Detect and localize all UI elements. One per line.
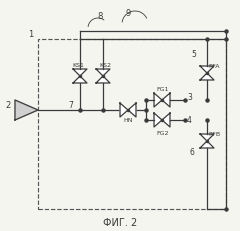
Text: 9: 9 bbox=[126, 9, 131, 18]
Text: 2: 2 bbox=[5, 101, 10, 110]
Text: KS1: KS1 bbox=[72, 63, 84, 68]
Text: 5: 5 bbox=[191, 50, 196, 59]
Polygon shape bbox=[200, 134, 214, 141]
Text: 7: 7 bbox=[68, 101, 73, 110]
Text: RFA: RFA bbox=[208, 64, 220, 69]
Polygon shape bbox=[128, 103, 136, 117]
Polygon shape bbox=[162, 113, 170, 127]
Text: 4: 4 bbox=[187, 116, 192, 125]
Polygon shape bbox=[200, 73, 214, 80]
Polygon shape bbox=[162, 93, 170, 107]
Text: KS2: KS2 bbox=[99, 63, 111, 68]
Polygon shape bbox=[73, 69, 87, 76]
Text: 6: 6 bbox=[189, 148, 194, 157]
Text: FG1: FG1 bbox=[156, 87, 168, 92]
Polygon shape bbox=[73, 76, 87, 83]
Text: 8: 8 bbox=[97, 12, 102, 21]
Polygon shape bbox=[200, 141, 214, 148]
Text: ФИГ. 2: ФИГ. 2 bbox=[103, 218, 137, 228]
Polygon shape bbox=[154, 113, 162, 127]
Text: FG2: FG2 bbox=[156, 131, 168, 136]
Polygon shape bbox=[154, 93, 162, 107]
Text: HN: HN bbox=[123, 118, 132, 123]
Polygon shape bbox=[96, 76, 110, 83]
Polygon shape bbox=[96, 69, 110, 76]
Text: 3: 3 bbox=[187, 93, 192, 102]
Text: 1: 1 bbox=[28, 30, 33, 39]
Polygon shape bbox=[200, 66, 214, 73]
Polygon shape bbox=[120, 103, 128, 117]
Polygon shape bbox=[15, 100, 38, 120]
Text: RFB: RFB bbox=[208, 132, 220, 137]
